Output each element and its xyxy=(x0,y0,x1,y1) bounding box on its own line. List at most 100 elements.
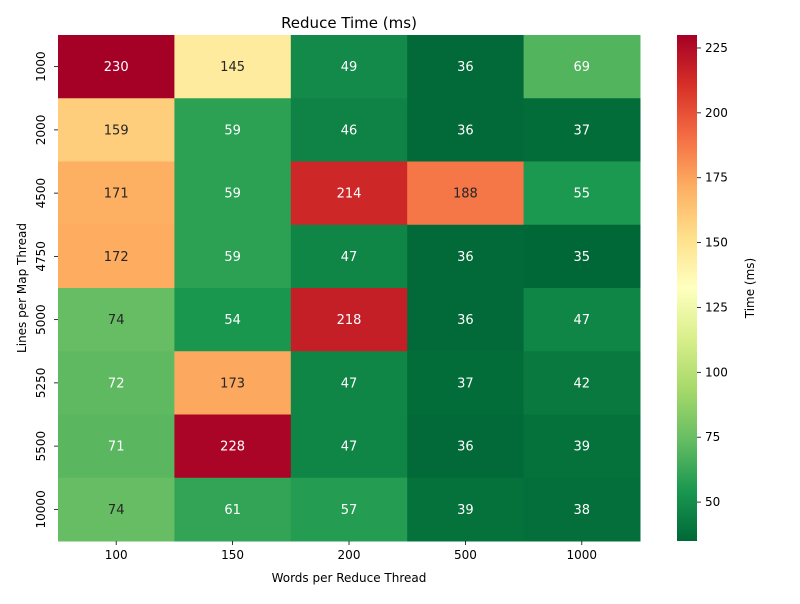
heatmap-cell xyxy=(290,351,408,415)
heatmap-cell xyxy=(290,414,408,479)
heatmap-cell xyxy=(407,351,525,415)
heatmap-cell xyxy=(290,98,408,162)
cell-value-label: 72 xyxy=(108,376,125,391)
heatmap-cell xyxy=(174,351,292,415)
cell-value-label: 172 xyxy=(104,250,129,265)
colorbar-tick-label: 50 xyxy=(705,495,720,509)
cell-value-label: 214 xyxy=(337,187,362,202)
heatmap-cell xyxy=(407,477,525,542)
heatmap-cell xyxy=(407,288,525,352)
heatmap-cell xyxy=(407,414,525,479)
cell-value-label: 46 xyxy=(341,123,358,138)
colorbar-label: Time (ms) xyxy=(743,258,757,320)
heatmap-cell xyxy=(174,477,292,542)
colorbar-tick-label: 200 xyxy=(705,106,728,120)
heatmap-cell xyxy=(290,35,408,99)
heatmap-cell xyxy=(523,224,641,289)
y-axis-ticks: 1000 2000 4500 4750 5000 5250 5500 10000 xyxy=(34,51,58,528)
colorbar xyxy=(677,35,697,541)
cell-value-label: 218 xyxy=(337,313,362,328)
cell-value-label: 145 xyxy=(220,60,245,75)
heatmap-cell xyxy=(523,161,641,226)
cell-value-label: 47 xyxy=(341,440,358,455)
heatmap-cell xyxy=(58,161,175,226)
cell-value-label: 47 xyxy=(341,250,358,265)
heatmap-cell xyxy=(290,288,408,352)
colorbar-tick-label: 225 xyxy=(705,41,728,55)
heatmap-cells xyxy=(58,35,641,542)
heatmap-cell xyxy=(523,477,641,542)
cell-value-label: 74 xyxy=(108,503,125,518)
heatmap-cell xyxy=(407,224,525,289)
x-axis-label: Words per Reduce Thread xyxy=(272,571,427,585)
cell-value-label: 39 xyxy=(457,503,474,518)
heatmap-cell xyxy=(290,224,408,289)
heatmap-cell xyxy=(523,351,641,415)
colorbar-ticks: 50 75 100 125 150 175 200 225 xyxy=(697,41,728,509)
chart-title: Reduce Time (ms) xyxy=(281,14,417,32)
x-tick-label: 200 xyxy=(338,548,361,562)
cell-value-label: 37 xyxy=(574,123,591,138)
heatmap-cell xyxy=(174,224,292,289)
cell-value-label: 71 xyxy=(108,440,125,455)
cell-value-label: 57 xyxy=(341,503,358,518)
colorbar-tick-label: 125 xyxy=(705,300,728,314)
y-tick-label: 4750 xyxy=(34,241,48,272)
cell-value-label: 59 xyxy=(224,187,241,202)
heatmap-cell xyxy=(174,161,292,226)
x-tick-label: 100 xyxy=(105,548,128,562)
cell-value-label: 39 xyxy=(574,440,591,455)
y-tick-label: 5500 xyxy=(34,431,48,462)
cell-value-label: 36 xyxy=(457,313,474,328)
heatmap-cell xyxy=(58,414,175,479)
heatmap-cell xyxy=(58,477,175,542)
cell-value-label: 188 xyxy=(453,187,478,202)
cell-value-label: 35 xyxy=(574,250,591,265)
heatmap-cell xyxy=(407,35,525,99)
cell-value-label: 37 xyxy=(457,376,474,391)
cell-value-label: 173 xyxy=(220,376,245,391)
x-axis-ticks: 100 150 200 500 1000 xyxy=(105,541,597,562)
heatmap-cell xyxy=(523,414,641,479)
y-tick-label: 5250 xyxy=(34,368,48,399)
heatmap-cell xyxy=(290,161,408,226)
y-tick-label: 2000 xyxy=(34,115,48,146)
cell-value-label: 38 xyxy=(574,503,591,518)
x-tick-label: 500 xyxy=(454,548,477,562)
cell-value-label: 54 xyxy=(224,313,241,328)
heatmap-cell xyxy=(58,98,175,162)
heatmap-cell xyxy=(174,288,292,352)
heatmap-cell xyxy=(523,288,641,352)
cell-value-label: 36 xyxy=(457,250,474,265)
cell-value-label: 230 xyxy=(104,60,129,75)
cell-value-label: 36 xyxy=(457,440,474,455)
x-tick-label: 150 xyxy=(221,548,244,562)
heatmap-cell xyxy=(174,414,292,479)
cell-value-label: 59 xyxy=(224,250,241,265)
heatmap-cell xyxy=(523,35,641,99)
colorbar-tick-label: 75 xyxy=(705,430,720,444)
cell-value-label: 61 xyxy=(224,503,241,518)
cell-value-label: 47 xyxy=(574,313,591,328)
cell-value-label: 69 xyxy=(574,60,591,75)
cell-value-label: 74 xyxy=(108,313,125,328)
cell-value-label: 47 xyxy=(341,376,358,391)
y-tick-label: 4500 xyxy=(34,178,48,209)
y-tick-label: 1000 xyxy=(34,51,48,82)
cell-value-label: 36 xyxy=(457,123,474,138)
heatmap-cell xyxy=(58,288,175,352)
cell-value-label: 42 xyxy=(574,376,591,391)
cell-value-label: 171 xyxy=(104,187,129,202)
y-tick-label: 5000 xyxy=(34,304,48,335)
colorbar-tick-label: 175 xyxy=(705,171,728,185)
heatmap-cell xyxy=(58,35,175,99)
heatmap-cell xyxy=(174,35,292,99)
cell-value-label: 36 xyxy=(457,60,474,75)
y-tick-label: 10000 xyxy=(34,490,48,528)
cell-value-label: 228 xyxy=(220,440,245,455)
heatmap-cell xyxy=(58,224,175,289)
y-axis-label: Lines per Map Thread xyxy=(15,223,29,353)
colorbar-tick-label: 150 xyxy=(705,236,728,250)
